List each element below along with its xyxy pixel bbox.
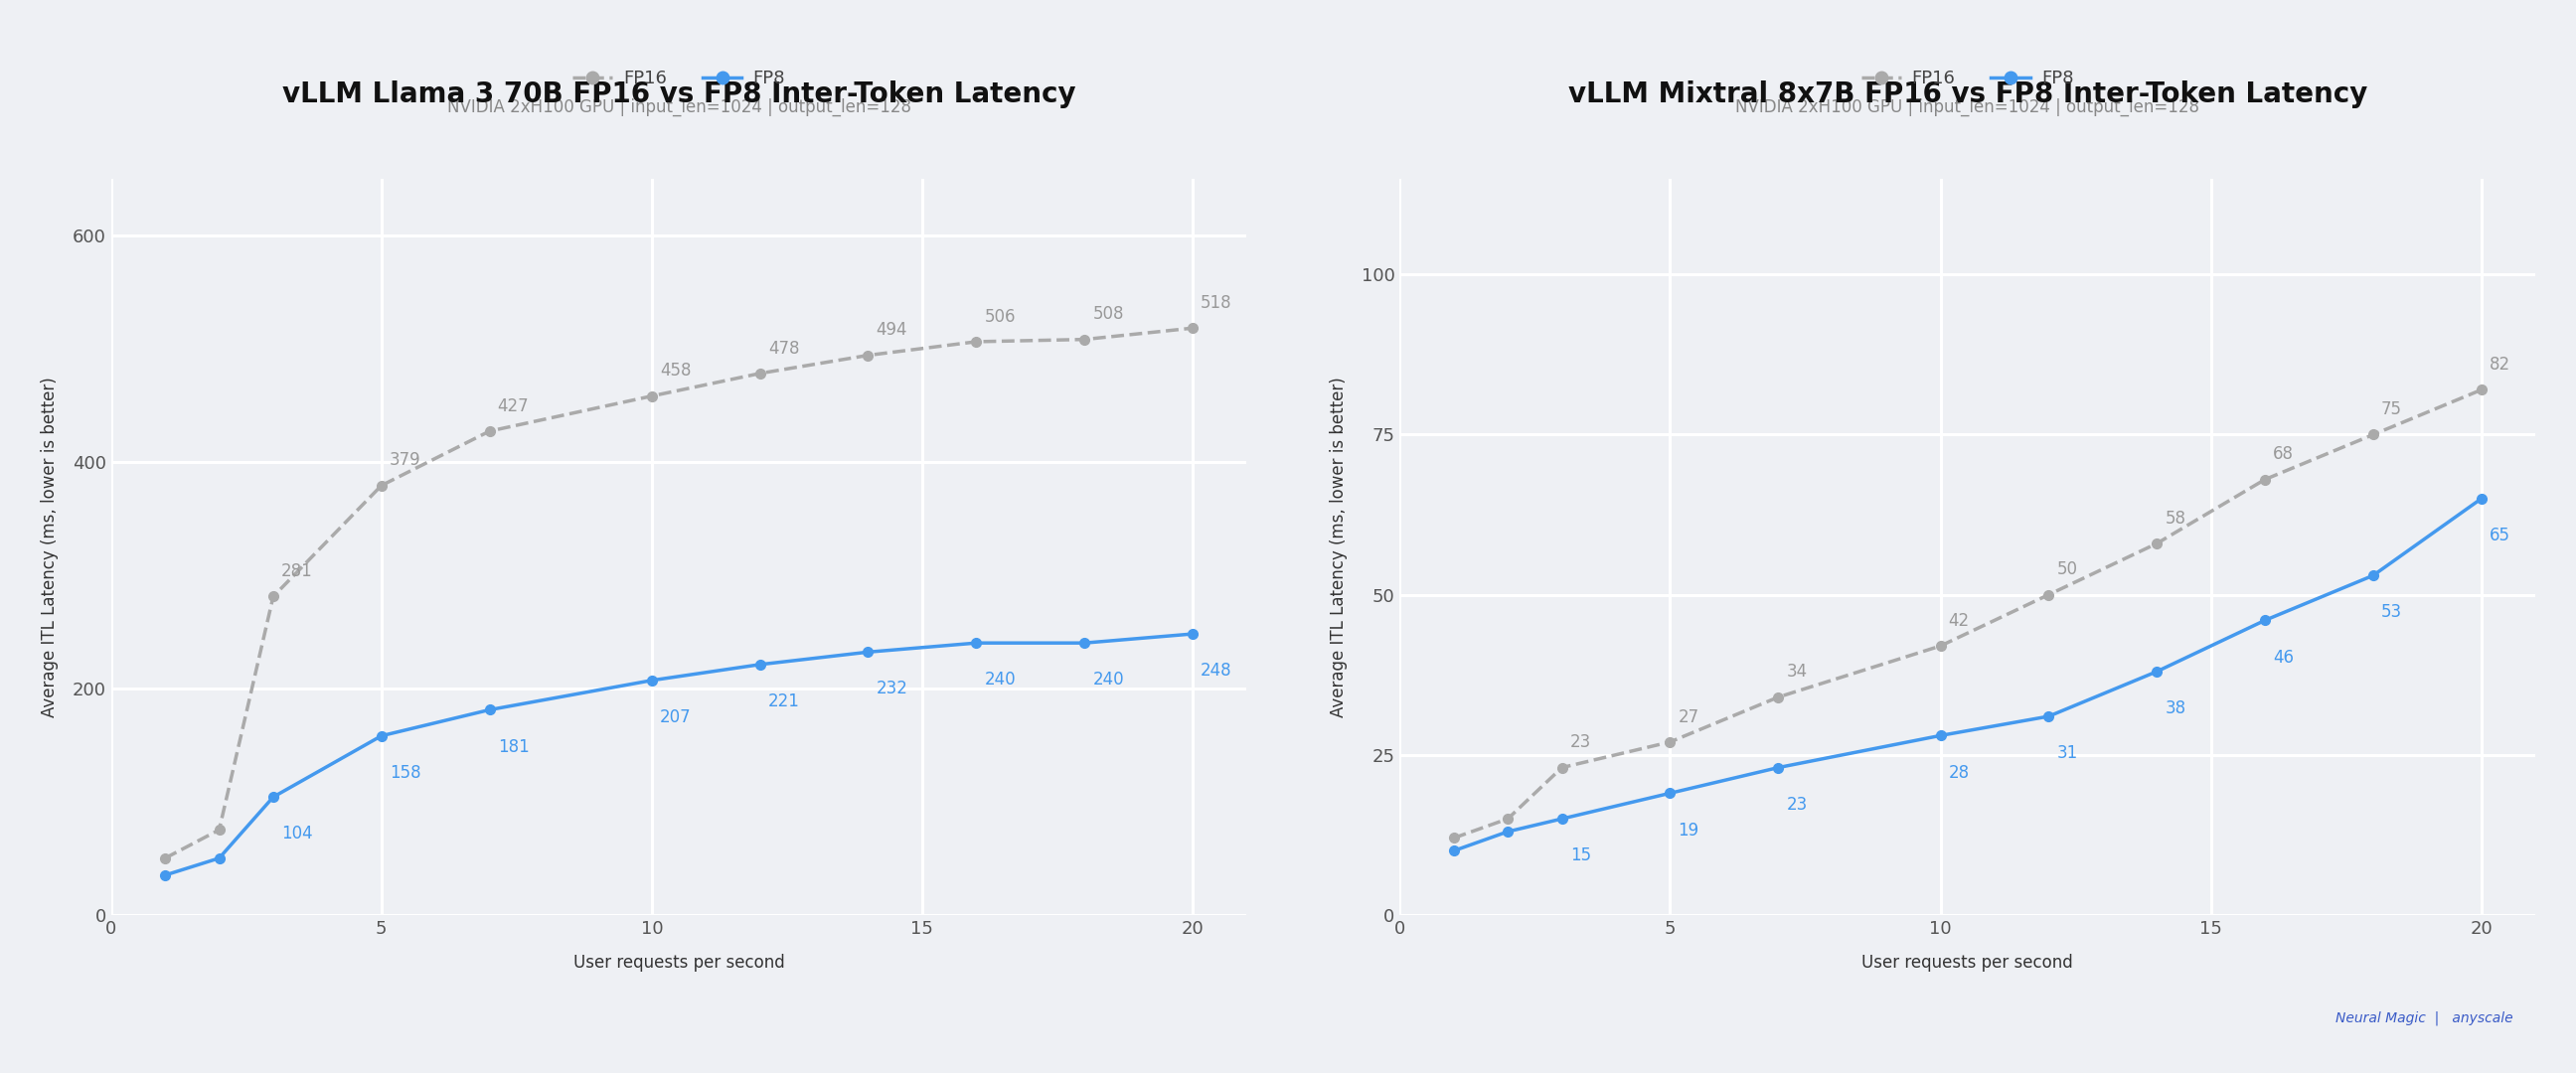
Text: 506: 506 <box>984 308 1015 325</box>
Text: 458: 458 <box>659 362 690 380</box>
Text: 53: 53 <box>2380 603 2403 621</box>
Text: 379: 379 <box>389 452 420 469</box>
Title: vLLM Mixtral 8x7B FP16 vs FP8 Inter-Token Latency: vLLM Mixtral 8x7B FP16 vs FP8 Inter-Toke… <box>1569 80 2367 108</box>
Y-axis label: Average ITL Latency (ms, lower is better): Average ITL Latency (ms, lower is better… <box>1329 377 1347 717</box>
Y-axis label: Average ITL Latency (ms, lower is better): Average ITL Latency (ms, lower is better… <box>41 377 59 717</box>
Text: 68: 68 <box>2272 445 2293 464</box>
Text: 65: 65 <box>2488 527 2509 544</box>
Text: 23: 23 <box>1569 734 1592 751</box>
Text: 50: 50 <box>2056 560 2079 578</box>
Text: 46: 46 <box>2272 648 2293 666</box>
Text: 75: 75 <box>2380 400 2401 418</box>
Text: 31: 31 <box>2056 745 2079 762</box>
Text: 38: 38 <box>2164 700 2187 718</box>
Text: NVIDIA 2xH100 GPU | input_len=1024 | output_len=128: NVIDIA 2xH100 GPU | input_len=1024 | out… <box>446 98 912 116</box>
Text: 104: 104 <box>281 825 312 843</box>
Text: 158: 158 <box>389 764 420 782</box>
Text: 478: 478 <box>768 339 799 357</box>
Text: 221: 221 <box>768 692 799 710</box>
Text: 240: 240 <box>1092 671 1123 689</box>
Legend: FP16, FP8: FP16, FP8 <box>567 62 793 94</box>
Legend: FP16, FP8: FP16, FP8 <box>1855 62 2081 94</box>
X-axis label: User requests per second: User requests per second <box>572 954 786 972</box>
Text: 494: 494 <box>876 321 907 339</box>
Text: 207: 207 <box>659 708 690 726</box>
Text: 15: 15 <box>1569 847 1592 865</box>
Text: 58: 58 <box>2164 510 2187 527</box>
Text: 19: 19 <box>1677 821 1700 839</box>
Text: 42: 42 <box>1947 612 1971 630</box>
Text: Neural Magic  |   anyscale: Neural Magic | anyscale <box>2334 1011 2512 1025</box>
Text: 181: 181 <box>497 738 528 755</box>
Text: 248: 248 <box>1200 662 1231 680</box>
X-axis label: User requests per second: User requests per second <box>1862 954 2074 972</box>
Text: 34: 34 <box>1785 663 1808 681</box>
Text: 27: 27 <box>1677 708 1700 725</box>
Text: 281: 281 <box>281 562 312 580</box>
Text: 427: 427 <box>497 397 528 415</box>
Title: vLLM Llama 3 70B FP16 vs FP8 Inter-Token Latency: vLLM Llama 3 70B FP16 vs FP8 Inter-Token… <box>281 80 1077 108</box>
Text: 23: 23 <box>1785 795 1808 813</box>
Text: 28: 28 <box>1947 764 1971 781</box>
Text: NVIDIA 2xH100 GPU | input_len=1024 | output_len=128: NVIDIA 2xH100 GPU | input_len=1024 | out… <box>1736 98 2200 116</box>
Text: 82: 82 <box>2488 356 2512 373</box>
Text: 518: 518 <box>1200 294 1231 312</box>
Text: 232: 232 <box>876 680 907 697</box>
Text: 508: 508 <box>1092 306 1123 323</box>
Text: 240: 240 <box>984 671 1015 689</box>
